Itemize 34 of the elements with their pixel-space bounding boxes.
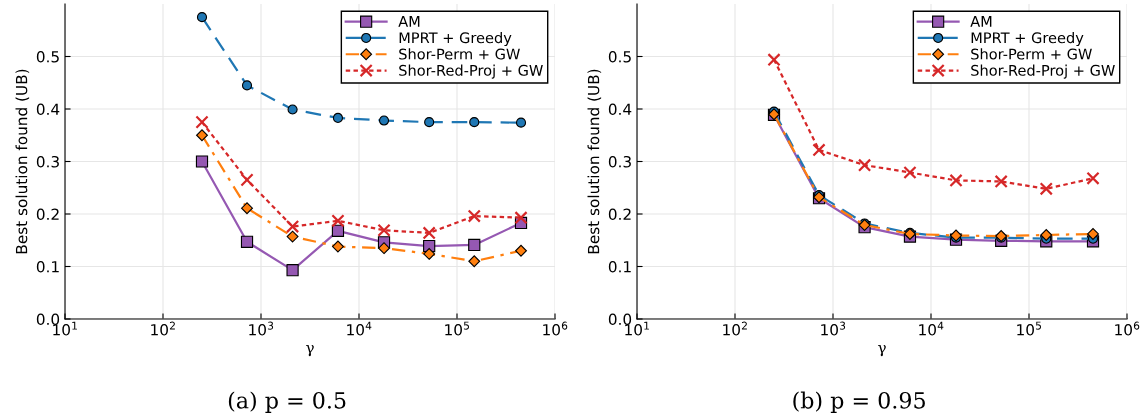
x-axis-title: γ — [877, 345, 886, 357]
legend-label: Shor-Perm + GW — [399, 48, 520, 60]
legend-label: MPRT + Greedy — [971, 31, 1084, 47]
y-tick-label: 0.2 — [608, 208, 631, 221]
y-tick-label: 0.4 — [36, 103, 60, 116]
y-tick-label: 0.5 — [608, 50, 631, 63]
text: (a) p = 0.5 — [228, 391, 346, 413]
y-tick-label: 0.2 — [36, 208, 59, 221]
legend-label: AM — [398, 16, 420, 27]
legend-label: AM — [970, 16, 992, 27]
x-tick-label: 10$^{3}$ — [821, 321, 846, 336]
legend-label: Shor-Perm + GW — [971, 48, 1092, 60]
x-tick-label: 10$^{2}$ — [151, 321, 175, 336]
x-tick-label: 10$^{6}$ — [543, 321, 568, 336]
legend-label: Shor-Red-Proj + GW — [971, 64, 1115, 79]
text: (b) p = 0.95 — [793, 391, 925, 413]
y-tick-label: 0.5 — [36, 50, 59, 63]
x-tick-label: 10$^{4}$ — [919, 321, 944, 336]
y-axis-title: Best solution found (UB) — [15, 69, 30, 254]
x-axis-title: γ — [305, 345, 314, 357]
x-tick-label: 10$^{4}$ — [347, 321, 372, 336]
legend-label: Shor-Red-Proj + GW — [399, 64, 543, 79]
x-tick-label: 10$^{3}$ — [249, 321, 274, 336]
x-tick-label: 10$^{2}$ — [723, 321, 747, 336]
legend-label: MPRT + Greedy — [399, 31, 512, 47]
y-tick-label: 0.3 — [608, 155, 631, 168]
y-tick-label: 0.3 — [36, 155, 59, 168]
y-tick-label: 0.4 — [608, 103, 632, 116]
y-axis-title: Best solution found (UB) — [587, 69, 602, 254]
y-tick-label: 0.1 — [36, 260, 59, 273]
x-tick-label: 10$^{5}$ — [1017, 321, 1042, 336]
x-tick-label: 10$^{6}$ — [1115, 321, 1140, 336]
x-tick-label: 10$^{5}$ — [445, 321, 470, 336]
y-tick-label: 0.1 — [608, 260, 631, 273]
